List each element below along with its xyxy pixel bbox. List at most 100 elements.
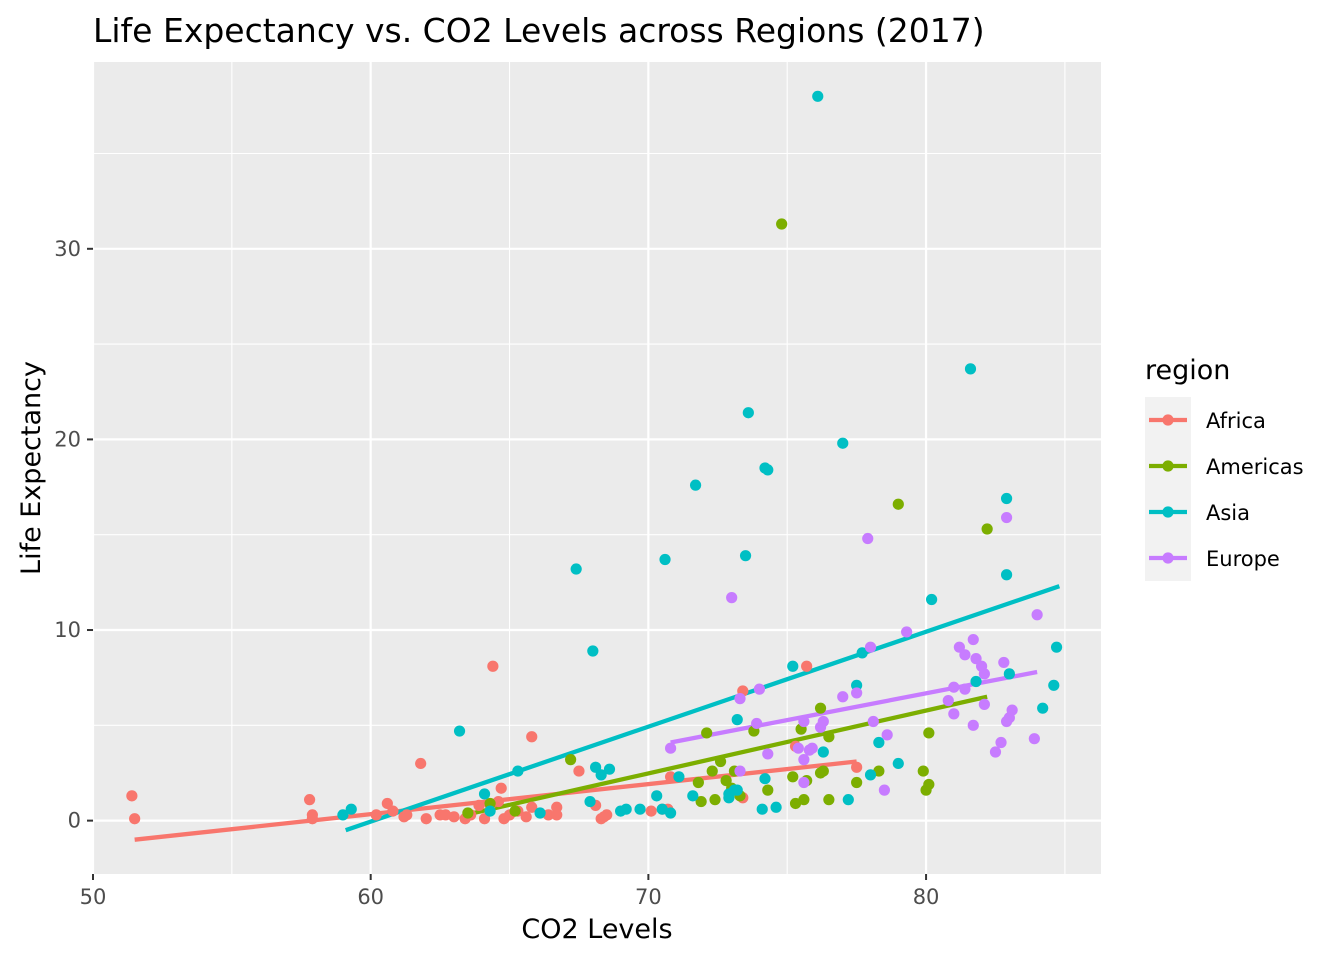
data-point <box>964 363 977 375</box>
data-point <box>453 725 466 737</box>
legend-label: Europe <box>1206 547 1280 571</box>
trend-line <box>344 584 1061 833</box>
data-points <box>126 90 1063 825</box>
data-point <box>337 809 349 821</box>
data-point <box>673 771 685 783</box>
legend-key-point <box>1162 506 1174 518</box>
data-point <box>734 693 746 705</box>
data-point <box>692 776 704 789</box>
data-point <box>851 687 863 699</box>
legend-key-point <box>1162 552 1174 564</box>
legend-label: Africa <box>1206 409 1266 433</box>
data-point <box>487 660 499 672</box>
data-point <box>534 807 546 819</box>
data-point <box>126 790 138 802</box>
data-point <box>873 736 885 749</box>
data-point <box>798 754 810 766</box>
data-point <box>978 668 990 680</box>
data-point <box>878 784 891 796</box>
data-point <box>792 742 804 754</box>
data-point <box>570 563 582 575</box>
data-point <box>762 784 774 796</box>
x-axis-title: CO2 Levels <box>521 914 672 945</box>
data-point <box>948 708 960 720</box>
trend-line <box>464 694 988 818</box>
data-point <box>959 683 971 695</box>
legend-label: Americas <box>1206 455 1304 479</box>
data-point <box>995 736 1007 749</box>
data-point <box>789 797 802 810</box>
data-point <box>817 715 829 728</box>
data-point <box>129 813 141 825</box>
data-point <box>706 765 718 777</box>
data-point <box>862 532 874 545</box>
grid-minor <box>93 62 1101 874</box>
data-point <box>651 790 663 802</box>
data-point <box>492 795 505 808</box>
data-point <box>645 805 657 817</box>
data-point <box>842 794 854 806</box>
data-point <box>798 776 810 789</box>
data-point <box>584 795 596 808</box>
data-point <box>420 813 432 825</box>
data-point <box>598 811 610 823</box>
data-point <box>1000 511 1013 524</box>
data-point <box>387 805 399 817</box>
data-point <box>664 742 677 754</box>
data-point <box>620 803 632 815</box>
x-tick-label: 60 <box>357 885 384 909</box>
x-axis: 50 60 70 80 <box>80 874 939 909</box>
legend-key-point <box>1162 460 1174 472</box>
data-point <box>798 715 810 728</box>
data-point <box>656 803 668 815</box>
data-point <box>948 681 960 693</box>
data-point <box>664 807 677 819</box>
data-point <box>817 746 829 758</box>
data-point <box>634 803 646 815</box>
data-point <box>892 757 904 770</box>
data-point <box>709 794 721 806</box>
data-point <box>689 479 702 491</box>
data-point <box>901 626 913 638</box>
data-point <box>787 771 799 783</box>
data-point <box>595 769 607 781</box>
data-point <box>573 765 585 777</box>
data-point <box>565 754 577 766</box>
data-point <box>864 641 877 653</box>
data-point <box>687 790 699 802</box>
data-point <box>306 813 318 825</box>
data-point <box>867 715 879 728</box>
data-point <box>798 794 810 806</box>
data-point <box>942 694 954 707</box>
data-point <box>303 794 316 806</box>
x-tick-label: 50 <box>80 885 107 909</box>
data-point <box>512 765 524 777</box>
data-point <box>742 407 754 419</box>
data-point <box>659 553 671 566</box>
data-point <box>415 757 427 770</box>
data-point <box>776 218 788 230</box>
data-point <box>726 592 738 604</box>
data-point <box>989 746 1002 758</box>
y-tick-label: 10 <box>54 618 81 642</box>
data-point <box>762 464 774 476</box>
data-point <box>837 691 849 703</box>
data-point <box>823 794 835 806</box>
data-point <box>440 809 452 821</box>
data-point <box>812 90 824 102</box>
data-point <box>478 788 491 800</box>
data-point <box>756 803 768 815</box>
data-point <box>978 698 990 710</box>
data-point <box>787 660 799 672</box>
data-point <box>473 799 485 811</box>
data-point <box>603 763 616 775</box>
y-tick-label: 30 <box>54 237 81 261</box>
data-point <box>923 727 935 739</box>
data-point <box>731 784 743 796</box>
data-point <box>1003 668 1015 680</box>
data-point <box>1000 492 1013 505</box>
data-point <box>881 729 893 741</box>
data-point <box>551 809 563 821</box>
data-point <box>1037 702 1049 714</box>
